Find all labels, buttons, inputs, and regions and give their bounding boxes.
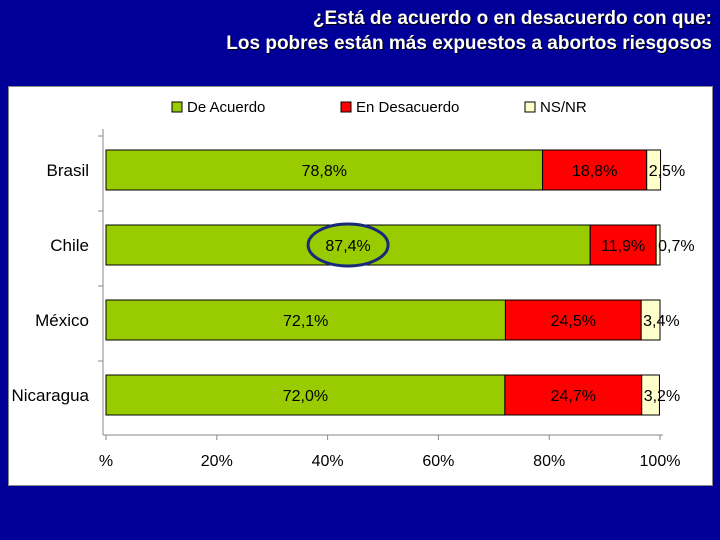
legend-swatch-2 (340, 101, 352, 113)
legend-swatch-1 (171, 101, 183, 113)
data-label: 3,4% (643, 313, 679, 330)
x-tick-label: 80% (533, 453, 565, 470)
legend-label-1: De Acuerdo (187, 99, 265, 116)
title-line-2: Los pobres están más expuestos a abortos… (226, 33, 712, 54)
data-label: 18,8% (572, 163, 617, 180)
x-tick-label: 20% (201, 453, 233, 470)
data-label: 24,7% (551, 388, 596, 405)
legend-label-3: NS/NR (540, 99, 587, 116)
bar-en-desacuerdo (589, 224, 657, 266)
data-label: 3,2% (644, 388, 680, 405)
x-tick-label: 60% (422, 453, 454, 470)
category-label: Chile (50, 236, 89, 255)
legend-label-2: En Desacuerdo (356, 99, 459, 116)
bar-ns-nr (640, 299, 661, 341)
bar-ns-nr (641, 374, 660, 416)
category-label: Nicaragua (12, 386, 90, 405)
chart-panel: De Acuerdo En Desacuerdo NS/NR% 20% 40% 60% 80… (8, 86, 713, 486)
x-tick-label: % (99, 453, 113, 470)
data-label: 11,9% (601, 238, 645, 255)
data-label: 2,5% (649, 163, 685, 180)
bar-de-acuerdo (105, 224, 591, 266)
bar-en-desacuerdo (504, 374, 643, 416)
highlight-ellipse (306, 222, 390, 268)
category-label: Brasil (46, 161, 89, 180)
data-label: 72,1% (283, 313, 328, 330)
category-label: México (35, 311, 89, 330)
slide-title: ¿Está de acuerdo o en desacuerdo con que… (226, 6, 712, 56)
data-label: 0,7% (658, 238, 694, 255)
x-tick-label: 100% (640, 453, 681, 470)
legend-swatch-3 (524, 101, 536, 113)
bar-de-acuerdo (105, 374, 506, 416)
data-label: 24,5% (551, 313, 596, 330)
data-label: 72,0% (283, 388, 328, 405)
bar-en-desacuerdo (542, 149, 648, 191)
data-label: 78,8% (302, 163, 347, 180)
bar-ns-nr (655, 224, 661, 266)
data-label: 87,4% (325, 238, 370, 255)
title-line-1: ¿Está de acuerdo o en desacuerdo con que… (312, 8, 712, 29)
stacked-bar-chart: De Acuerdo En Desacuerdo NS/NR% 20% 40% 60% 80… (12, 99, 695, 470)
x-tick-label: 40% (312, 453, 344, 470)
bar-ns-nr (646, 149, 662, 191)
